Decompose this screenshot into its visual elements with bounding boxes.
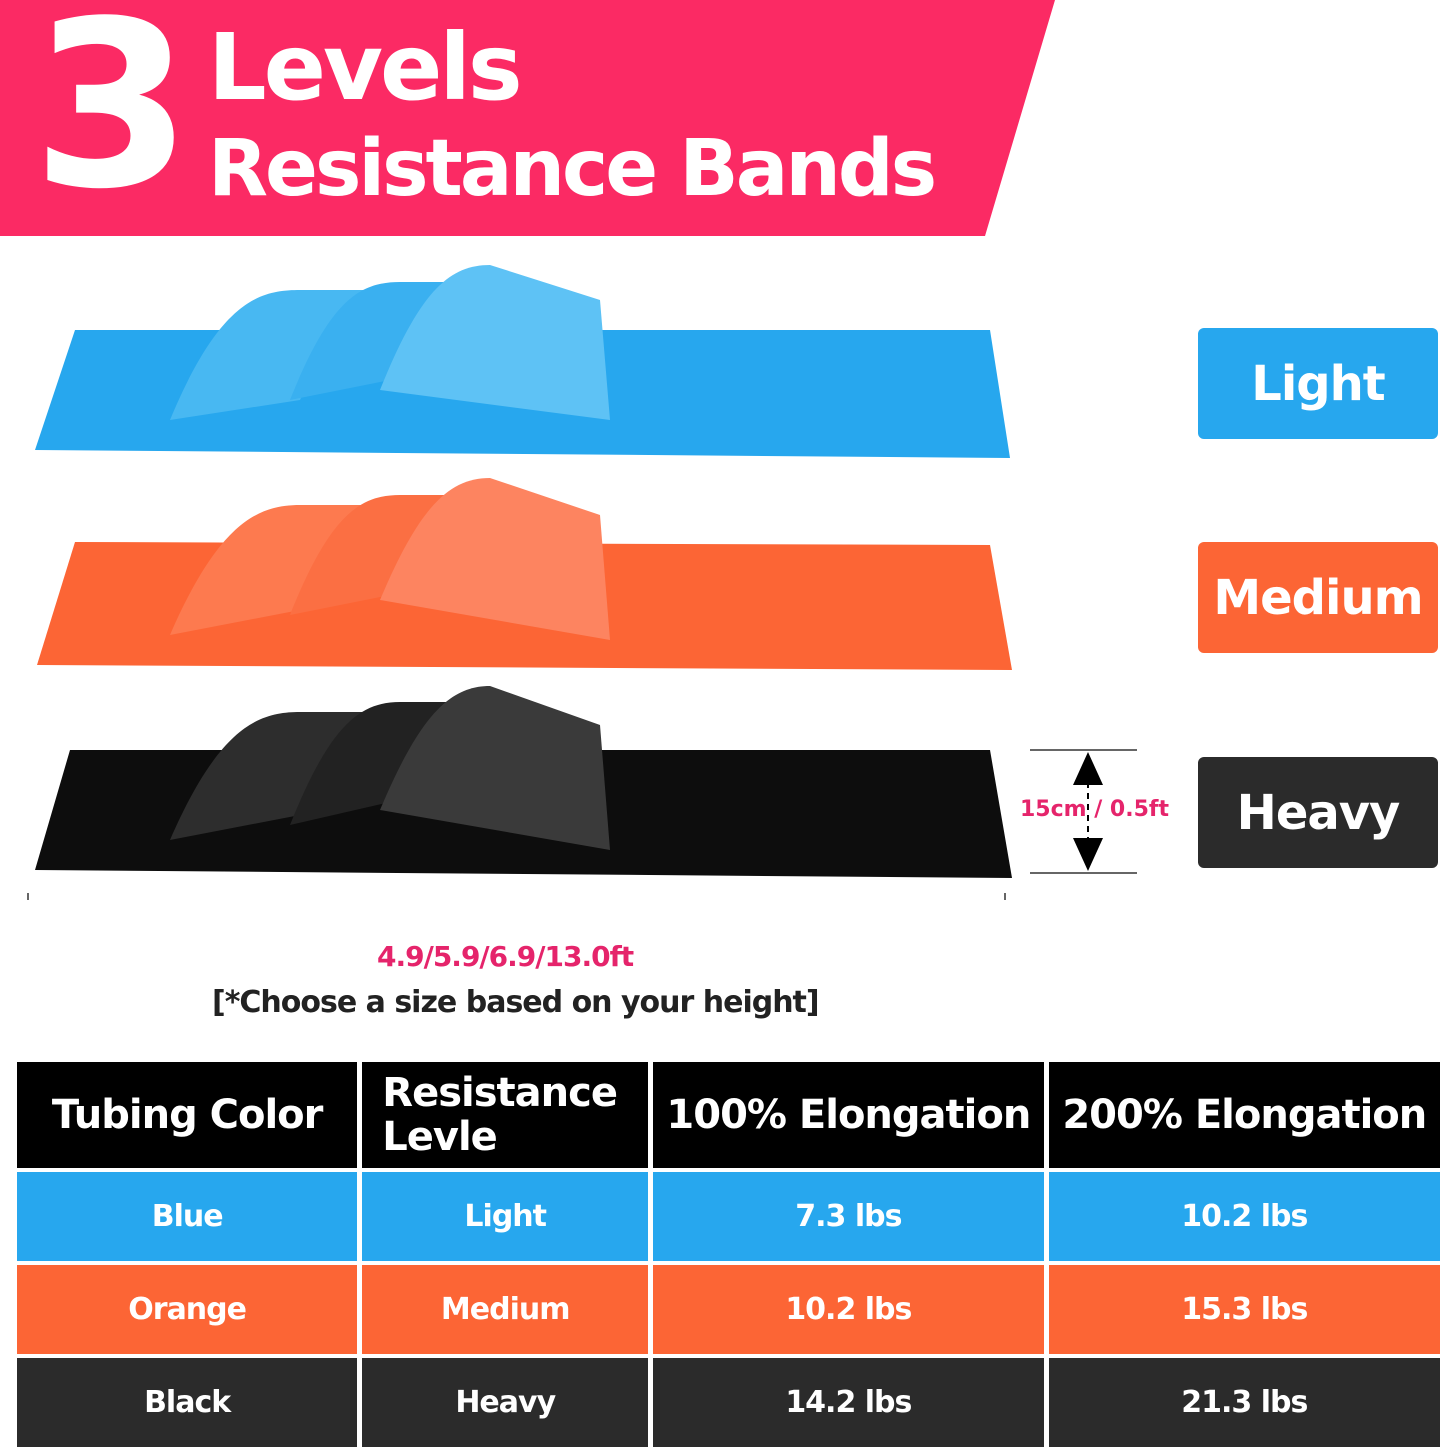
level-badge-light: Light (1198, 328, 1438, 439)
cell: Orange (17, 1265, 358, 1354)
cell: 14.2 lbs (653, 1358, 1044, 1447)
bands-illustration (27, 265, 1137, 900)
cell: Light (362, 1172, 649, 1261)
cell: 10.2 lbs (653, 1265, 1044, 1354)
table-row: Blue Light 7.3 lbs 10.2 lbs (17, 1172, 1440, 1261)
width-dimension (1030, 749, 1137, 874)
resistance-table: Tubing Color Resistance Levle 100% Elong… (12, 1058, 1445, 1451)
band-light (35, 265, 1010, 458)
band-heavy (35, 686, 1012, 878)
cell: Heavy (362, 1358, 649, 1447)
cell: 21.3 lbs (1048, 1358, 1440, 1447)
cell: 10.2 lbs (1048, 1172, 1440, 1261)
table-row: Black Heavy 14.2 lbs 21.3 lbs (17, 1358, 1440, 1447)
header-cell: 100% Elongation (653, 1062, 1044, 1168)
level-badge-medium: Medium (1198, 542, 1438, 653)
cell: 7.3 lbs (653, 1172, 1044, 1261)
band-medium (37, 478, 1012, 670)
header-cell: Resistance Levle (362, 1062, 649, 1168)
table-header: Tubing Color Resistance Levle 100% Elong… (17, 1062, 1440, 1168)
title-banner (0, 0, 1055, 236)
title-number: 3 (32, 0, 192, 240)
title-line1: Levels (208, 14, 523, 121)
table-row: Orange Medium 10.2 lbs 15.3 lbs (17, 1265, 1440, 1354)
cell: Medium (362, 1265, 649, 1354)
cell: Black (17, 1358, 358, 1447)
cell: 15.3 lbs (1048, 1265, 1440, 1354)
width-label: 15cm / 0.5ft (1020, 797, 1169, 822)
size-note: [*Choose a size based on your height] (212, 985, 820, 1020)
level-badge-heavy: Heavy (1198, 757, 1438, 868)
length-label: 4.9/5.9/6.9/13.0ft (377, 940, 634, 973)
header-cell: 200% Elongation (1048, 1062, 1440, 1168)
header-cell: Tubing Color (17, 1062, 358, 1168)
cell: Blue (17, 1172, 358, 1261)
title-line2: Resistance Bands (208, 124, 937, 214)
length-dimension (27, 893, 1006, 900)
